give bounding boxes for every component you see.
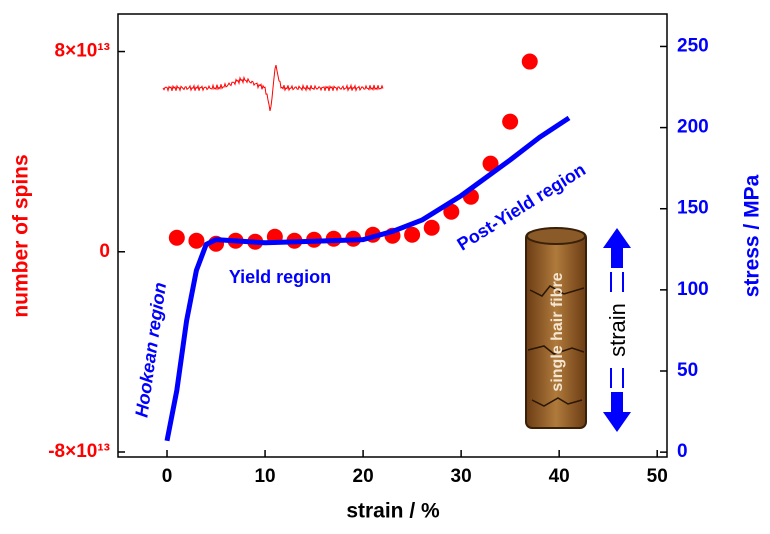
y2-tick-label: 150 (677, 198, 709, 219)
annotation: strain (605, 303, 630, 357)
data-point (188, 232, 205, 249)
annotation: single hair fibre (549, 272, 566, 391)
data-point (168, 229, 185, 246)
x-tick-label: 0 (162, 466, 173, 487)
data-point (521, 53, 538, 70)
x-axis-label: strain / % (346, 500, 440, 523)
y-tick-label: 8×10¹³ (55, 41, 110, 62)
data-point (423, 219, 440, 236)
y2-tick-label: 200 (677, 117, 709, 138)
annotation: Hookean region (131, 281, 170, 418)
data-point (404, 226, 421, 243)
y2-axis-label: stress / MPa (741, 174, 764, 297)
annotation: Yield region (229, 267, 331, 287)
x-tick-label: 30 (451, 466, 472, 487)
x-tick-label: 10 (254, 466, 275, 487)
data-point (482, 155, 499, 172)
x-tick-label: 20 (353, 466, 374, 487)
x-tick-label: 40 (549, 466, 570, 487)
data-point (443, 203, 460, 220)
y2-tick-label: 100 (677, 279, 709, 300)
x-tick-label: 50 (647, 466, 668, 487)
stress-line (164, 115, 571, 442)
y2-tick-label: 250 (677, 35, 709, 56)
data-point (502, 113, 519, 130)
plot-frame (117, 13, 668, 458)
y-tick-label: 0 (99, 241, 110, 262)
y2-tick-label: 50 (677, 360, 698, 381)
y-tick-label: -8×10¹³ (48, 441, 110, 462)
y2-tick-label: 0 (677, 441, 688, 462)
hair-illustration (525, 227, 631, 432)
y-axis-label: number of spins (10, 154, 33, 317)
esr-inset (162, 64, 384, 112)
